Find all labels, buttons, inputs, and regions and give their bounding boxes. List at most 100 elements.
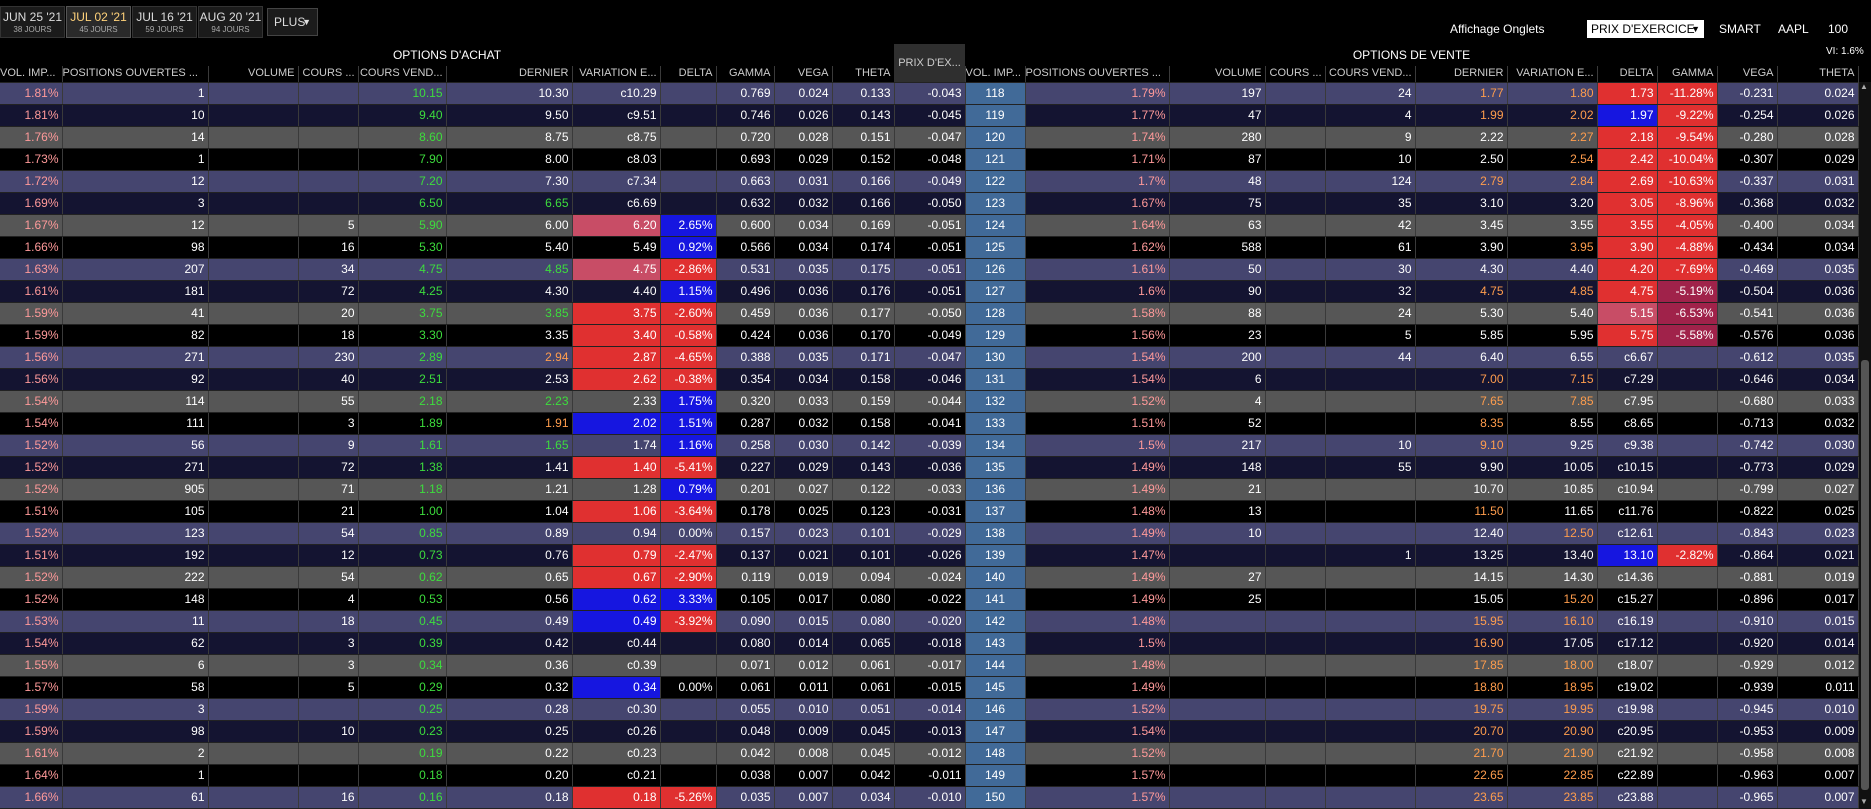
- call-last[interactable]: 4.75: [572, 258, 661, 281]
- strike-cell[interactable]: 122: [965, 170, 1026, 193]
- call-theta[interactable]: -0.011: [894, 764, 966, 787]
- call-bid[interactable]: 10.15: [358, 82, 447, 105]
- call-vega[interactable]: 0.143: [832, 104, 895, 127]
- put-gamma[interactable]: 0.034: [1777, 214, 1859, 237]
- call-delta[interactable]: 0.320: [716, 390, 775, 413]
- call-theta[interactable]: -0.026: [894, 544, 966, 567]
- put-ask[interactable]: 16.10: [1507, 610, 1598, 633]
- put-gamma[interactable]: 0.029: [1777, 148, 1859, 171]
- put-gamma[interactable]: 0.033: [1777, 390, 1859, 413]
- symbol-field[interactable]: AAPL: [1778, 22, 1809, 36]
- call-theta[interactable]: -0.029: [894, 522, 966, 545]
- call-bid[interactable]: 0.73: [358, 544, 447, 567]
- call-vega[interactable]: 0.166: [832, 192, 895, 215]
- call-iv[interactable]: 1.76%: [0, 126, 63, 149]
- put-gamma[interactable]: 0.007: [1777, 764, 1859, 787]
- call-last[interactable]: c9.51: [572, 104, 661, 127]
- call-vega[interactable]: 0.133: [832, 82, 895, 105]
- call-last[interactable]: 0.94: [572, 522, 661, 545]
- put-last[interactable]: 5.75: [1597, 324, 1658, 347]
- call-iv[interactable]: 1.54%: [0, 632, 63, 655]
- put-iv[interactable]: 1.49%: [1025, 588, 1170, 611]
- call-volume[interactable]: 16: [298, 786, 359, 809]
- put-volume[interactable]: 30: [1325, 258, 1416, 281]
- put-volume[interactable]: 61: [1325, 236, 1416, 259]
- put-iv[interactable]: 1.56%: [1025, 324, 1170, 347]
- option-row[interactable]: 1.59% 41 20 3.75 3.85 3.75 -2.60% 0.459 0.036 0.1…: [0, 302, 1859, 325]
- put-delta[interactable]: -0.434: [1717, 236, 1778, 259]
- call-ask[interactable]: 0.20: [446, 764, 573, 787]
- call-vega[interactable]: 0.158: [832, 368, 895, 391]
- call-last[interactable]: 2.33: [572, 390, 661, 413]
- put-delta[interactable]: -0.713: [1717, 412, 1778, 435]
- call-ask[interactable]: 5.40: [446, 236, 573, 259]
- call-oi[interactable]: 56: [62, 434, 209, 457]
- put-last[interactable]: c6.67: [1597, 346, 1658, 369]
- strike-cell[interactable]: 140: [965, 566, 1026, 589]
- put-ask[interactable]: 2.84: [1507, 170, 1598, 193]
- put-iv[interactable]: 1.71%: [1025, 148, 1170, 171]
- put-bid[interactable]: 4.75: [1415, 280, 1508, 303]
- call-volume[interactable]: 3: [298, 654, 359, 677]
- call-change[interactable]: 0.92%: [660, 236, 717, 259]
- call-iv[interactable]: 1.51%: [0, 500, 63, 523]
- put-iv[interactable]: 1.54%: [1025, 368, 1170, 391]
- call-change[interactable]: [660, 742, 717, 765]
- call-volume[interactable]: 55: [298, 390, 359, 413]
- put-bid[interactable]: 22.65: [1415, 764, 1508, 787]
- put-delta[interactable]: -0.400: [1717, 214, 1778, 237]
- put-ask[interactable]: 22.85: [1507, 764, 1598, 787]
- put-delta[interactable]: -0.541: [1717, 302, 1778, 325]
- put-gamma[interactable]: 0.010: [1777, 698, 1859, 721]
- put-last[interactable]: 13.10: [1597, 544, 1658, 567]
- put-bid[interactable]: 16.90: [1415, 632, 1508, 655]
- put-change[interactable]: -10.63%: [1657, 170, 1718, 193]
- call-last[interactable]: c10.29: [572, 82, 661, 105]
- option-row[interactable]: 1.52% 148 4 0.53 0.56 0.62 3.33% 0.105 0.017 0.08…: [0, 588, 1859, 611]
- call-bid[interactable]: 0.53: [358, 588, 447, 611]
- call-oi[interactable]: 192: [62, 544, 209, 567]
- put-last[interactable]: c17.12: [1597, 632, 1658, 655]
- put-last[interactable]: 2.18: [1597, 126, 1658, 149]
- option-row[interactable]: 1.73% 1 7.90 8.00 c8.03 0.693 0.029 0.152 -0.048…: [0, 148, 1859, 171]
- call-gamma[interactable]: 0.015: [774, 610, 833, 633]
- put-iv[interactable]: 1.48%: [1025, 500, 1170, 523]
- option-row[interactable]: 1.59% 98 10 0.23 0.25 c0.26 0.048 0.009 0.045 -0.…: [0, 720, 1859, 743]
- call-volume[interactable]: 71: [298, 478, 359, 501]
- put-last[interactable]: c15.27: [1597, 588, 1658, 611]
- put-volume[interactable]: [1325, 368, 1416, 391]
- tabs-display-toggle[interactable]: Affichage Onglets: [1450, 22, 1545, 36]
- put-oi[interactable]: [1169, 654, 1266, 677]
- call-bid[interactable]: 0.39: [358, 632, 447, 655]
- call-delta[interactable]: 0.061: [716, 676, 775, 699]
- option-row[interactable]: 1.67% 12 5 5.90 6.00 6.20 2.65% 0.600 0.034 0.169…: [0, 214, 1859, 237]
- call-oi[interactable]: 271: [62, 456, 209, 479]
- call-ask[interactable]: 0.49: [446, 610, 573, 633]
- call-iv[interactable]: 1.56%: [0, 346, 63, 369]
- put-change[interactable]: [1657, 566, 1718, 589]
- put-change[interactable]: -7.69%: [1657, 258, 1718, 281]
- put-delta[interactable]: -0.939: [1717, 676, 1778, 699]
- call-iv[interactable]: 1.66%: [0, 236, 63, 259]
- put-last[interactable]: c7.95: [1597, 390, 1658, 413]
- call-change[interactable]: -3.92%: [660, 610, 717, 633]
- put-gamma[interactable]: 0.032: [1777, 192, 1859, 215]
- call-delta[interactable]: 0.600: [716, 214, 775, 237]
- call-vega[interactable]: 0.166: [832, 170, 895, 193]
- put-col-delta[interactable]: DELTA: [1597, 66, 1658, 83]
- put-iv[interactable]: 1.48%: [1025, 654, 1170, 677]
- strike-cell[interactable]: 123: [965, 192, 1026, 215]
- call-last[interactable]: 0.62: [572, 588, 661, 611]
- call-volume[interactable]: [298, 698, 359, 721]
- call-ask[interactable]: 4.85: [446, 258, 573, 281]
- put-oi[interactable]: 200: [1169, 346, 1266, 369]
- put-iv[interactable]: 1.5%: [1025, 434, 1170, 457]
- call-bid[interactable]: 2.89: [358, 346, 447, 369]
- strike-cell[interactable]: 119: [965, 104, 1026, 127]
- expiry-tab-jun25[interactable]: JUN 25 '21 38 JOURS: [0, 6, 65, 38]
- strike-cell[interactable]: 149: [965, 764, 1026, 787]
- call-bid[interactable]: 3.30: [358, 324, 447, 347]
- put-gamma[interactable]: 0.017: [1777, 588, 1859, 611]
- put-bid[interactable]: 21.70: [1415, 742, 1508, 765]
- call-volume[interactable]: 21: [298, 500, 359, 523]
